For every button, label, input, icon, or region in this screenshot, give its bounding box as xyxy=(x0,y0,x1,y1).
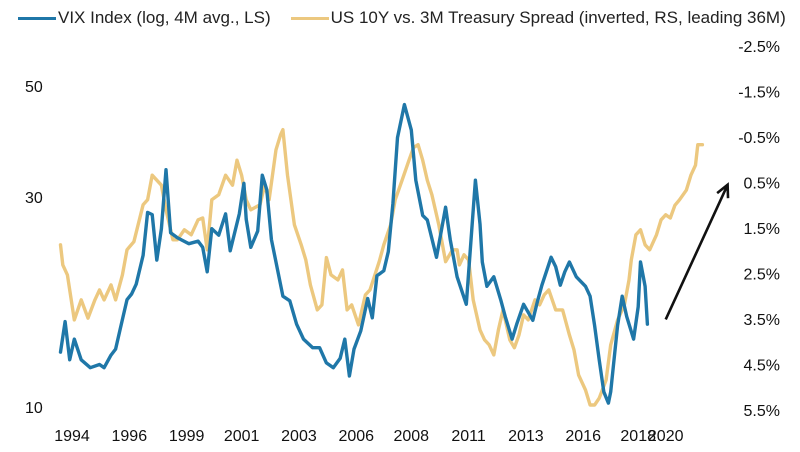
right-tick-label: 4.5% xyxy=(744,358,780,375)
legend-label-spread: US 10Y vs. 3M Treasury Spread (inverted,… xyxy=(330,8,786,27)
left-tick-label: 30 xyxy=(25,190,43,207)
x-tick-label: 1996 xyxy=(112,428,148,445)
legend-label-vix: VIX Index (log, 4M avg., LS) xyxy=(58,8,271,27)
right-tick-label: 3.5% xyxy=(744,312,780,329)
x-tick-label: 1994 xyxy=(54,428,90,445)
right-tick-label: 1.5% xyxy=(744,221,780,238)
annotation-arrow-line xyxy=(664,184,729,320)
right-tick-label: -1.5% xyxy=(738,85,780,102)
legend-item-spread: US 10Y vs. 3M Treasury Spread (inverted,… xyxy=(290,8,786,28)
x-tick-label: 2011 xyxy=(451,428,486,445)
right-tick-label: 5.5% xyxy=(744,403,780,420)
legend-item-vix: VIX Index (log, 4M avg., LS) xyxy=(18,8,271,28)
right-axis: -2.5% -1.5% -0.5% 0.5% 1.5% 2.5% 3.5% 4.5% 5.5% xyxy=(738,39,780,420)
legend-swatch-vix xyxy=(18,16,56,20)
right-tick-label: -0.5% xyxy=(738,130,780,147)
x-tick-label: 2001 xyxy=(224,428,260,445)
left-tick-label: 10 xyxy=(25,400,43,417)
x-tick-label: 2006 xyxy=(338,428,374,445)
arrow-head-icon xyxy=(716,182,730,199)
legend-swatch-spread xyxy=(290,16,329,20)
legend: VIX Index (log, 4M avg., LS) US 10Y vs. … xyxy=(18,8,800,28)
left-axis: 50 30 10 xyxy=(25,79,43,417)
right-tick-label: 0.5% xyxy=(744,176,780,193)
x-tick-label: 2018 xyxy=(620,428,656,445)
x-tick-label: 2008 xyxy=(393,428,429,445)
x-tick-label: 2013 xyxy=(508,428,544,445)
right-tick-label: 2.5% xyxy=(744,267,780,284)
series-line-spread xyxy=(58,127,705,407)
x-tick-label: 1999 xyxy=(169,428,205,445)
x-tick-label: 2016 xyxy=(565,428,601,445)
series-line-vix xyxy=(58,102,650,405)
annotations xyxy=(664,182,730,320)
x-tick-label: 2020 xyxy=(648,428,684,445)
x-tick-label: 2003 xyxy=(281,428,317,445)
left-tick-label: 50 xyxy=(25,79,43,96)
plot-area xyxy=(58,102,705,407)
right-tick-label: -2.5% xyxy=(738,39,780,56)
x-axis: 1994 1996 1999 2001 2003 2006 2008 2011 2013 2016… xyxy=(54,428,683,445)
